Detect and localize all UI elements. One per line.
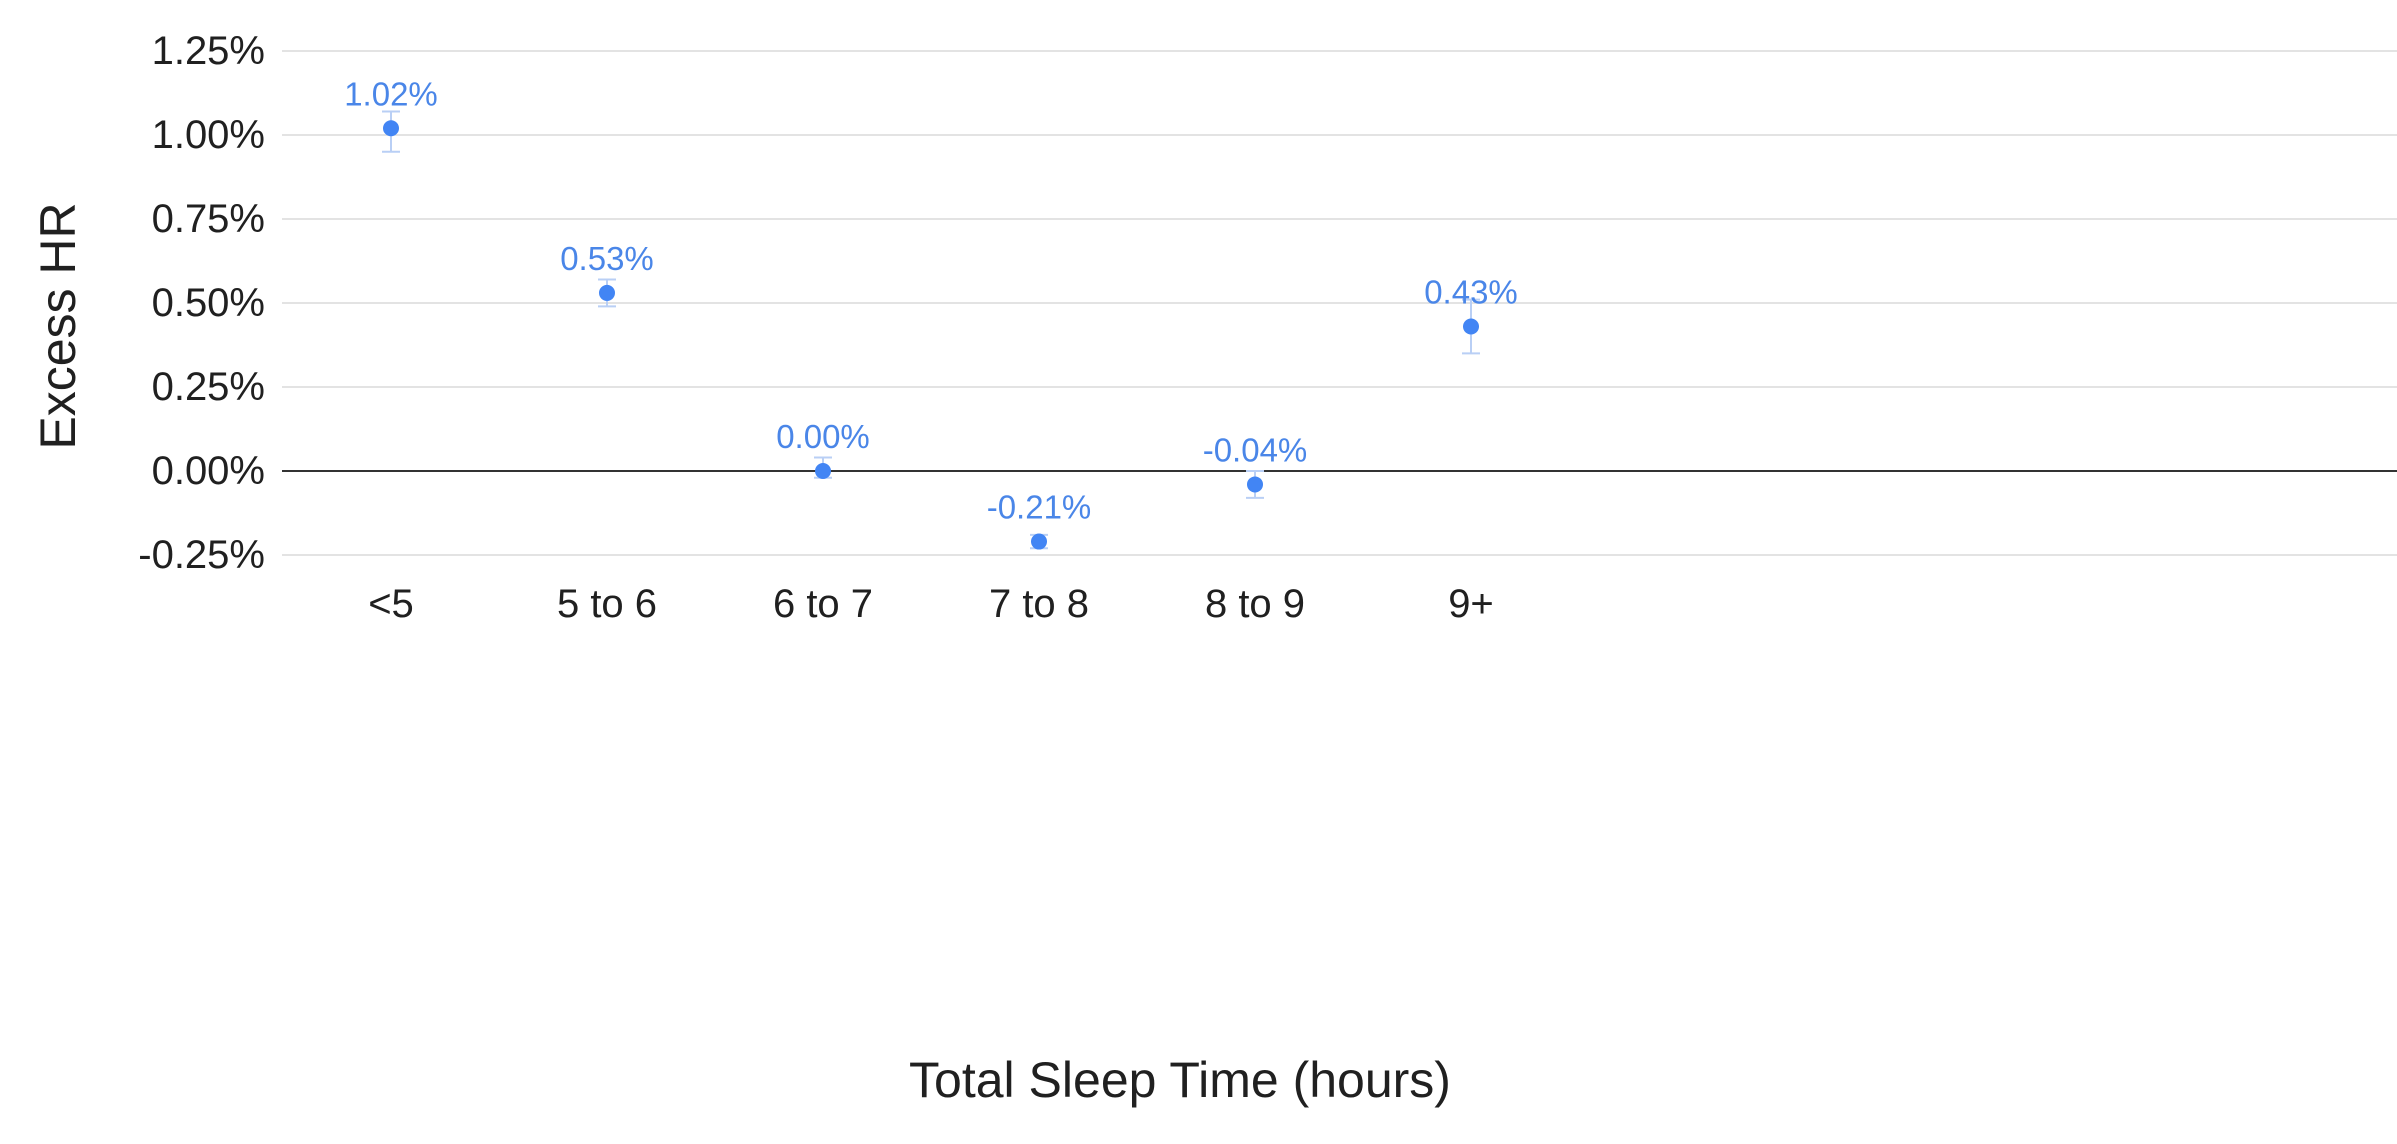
- data-point: [383, 120, 399, 137]
- y-tick-label: -0.25%: [138, 533, 265, 577]
- data-labels: 1.02% 0.53% 0.00% -0.21% -0.04% 0.43%: [344, 75, 1518, 525]
- data-label: 0.53%: [560, 240, 654, 277]
- data-label: 0.00%: [776, 418, 870, 455]
- x-axis-title: Total Sleep Time (hours): [909, 1052, 1451, 1108]
- error-bars: [382, 110, 1480, 550]
- x-tick-label: 6 to 7: [773, 582, 873, 626]
- y-tick-labels: 1.25% 1.00% 0.75% 0.50% 0.25% 0.00% -0.25%: [138, 29, 265, 577]
- data-point: [1463, 318, 1479, 335]
- x-tick-label: 8 to 9: [1205, 582, 1305, 626]
- data-label: 0.43%: [1424, 274, 1518, 311]
- y-tick-label: 0.25%: [152, 365, 265, 409]
- data-point: [1247, 476, 1263, 493]
- y-tick-label: 1.25%: [152, 29, 265, 73]
- data-points: [383, 120, 1479, 550]
- y-tick-label: 0.75%: [152, 197, 265, 241]
- data-point: [1031, 533, 1047, 550]
- data-point: [599, 284, 615, 301]
- y-tick-label: 1.00%: [152, 113, 265, 157]
- y-axis-title: Excess HR: [30, 202, 86, 449]
- data-label: -0.21%: [987, 489, 1092, 526]
- x-tick-label: 7 to 8: [989, 582, 1089, 626]
- x-tick-label: 9+: [1448, 582, 1494, 626]
- x-tick-label: 5 to 6: [557, 582, 657, 626]
- data-label: 1.02%: [344, 75, 438, 112]
- data-point: [815, 463, 831, 479]
- x-tick-labels: <5 5 to 6 6 to 7 7 to 8 8 to 9 9+: [368, 582, 1494, 626]
- gridlines: [282, 50, 2397, 556]
- x-tick-label: <5: [368, 582, 414, 626]
- y-tick-label: 0.50%: [152, 281, 265, 325]
- y-tick-label: 0.00%: [152, 449, 265, 493]
- data-label: -0.04%: [1203, 431, 1308, 468]
